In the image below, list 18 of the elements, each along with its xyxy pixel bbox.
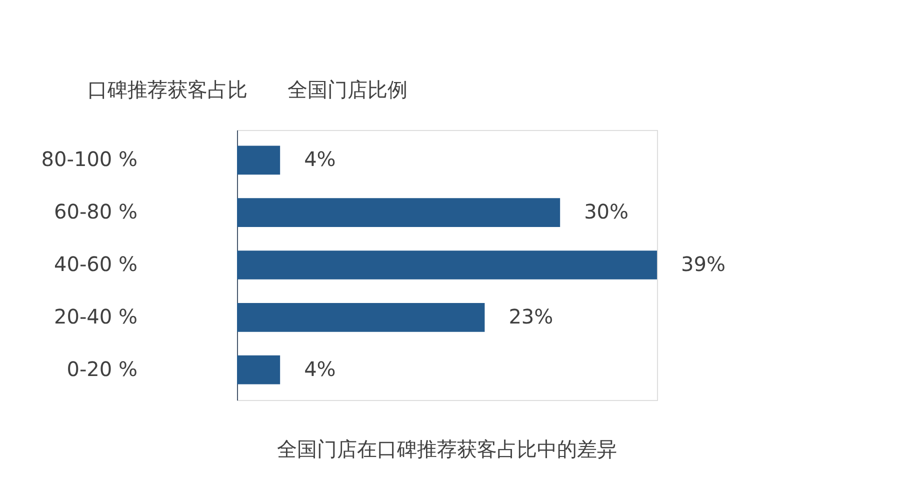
x-axis-title: 全国门店比例 [288, 78, 408, 102]
bar [237, 146, 280, 175]
y-tick-label: 40-60 % [54, 252, 138, 276]
y-tick-label: 0-20 % [66, 356, 138, 381]
bar [237, 250, 657, 280]
y-axis-title: 口碑推荐获客占比 [88, 78, 248, 102]
text: 全国门店在口碑推荐获客占比中的差异 [277, 437, 617, 461]
y-tick-label: 20-40 % [54, 304, 138, 328]
bar [237, 198, 560, 227]
bar [237, 355, 280, 384]
data-label: 23% [508, 304, 554, 328]
data-label: 30% [584, 200, 629, 224]
y-tick-label: 80-100 % [41, 147, 138, 172]
y-tick-label: 60-80 % [54, 200, 138, 224]
data-label: 39% [681, 252, 726, 276]
data-label: 4% [304, 147, 336, 172]
data-label: 4% [304, 356, 336, 381]
bar [237, 303, 485, 332]
